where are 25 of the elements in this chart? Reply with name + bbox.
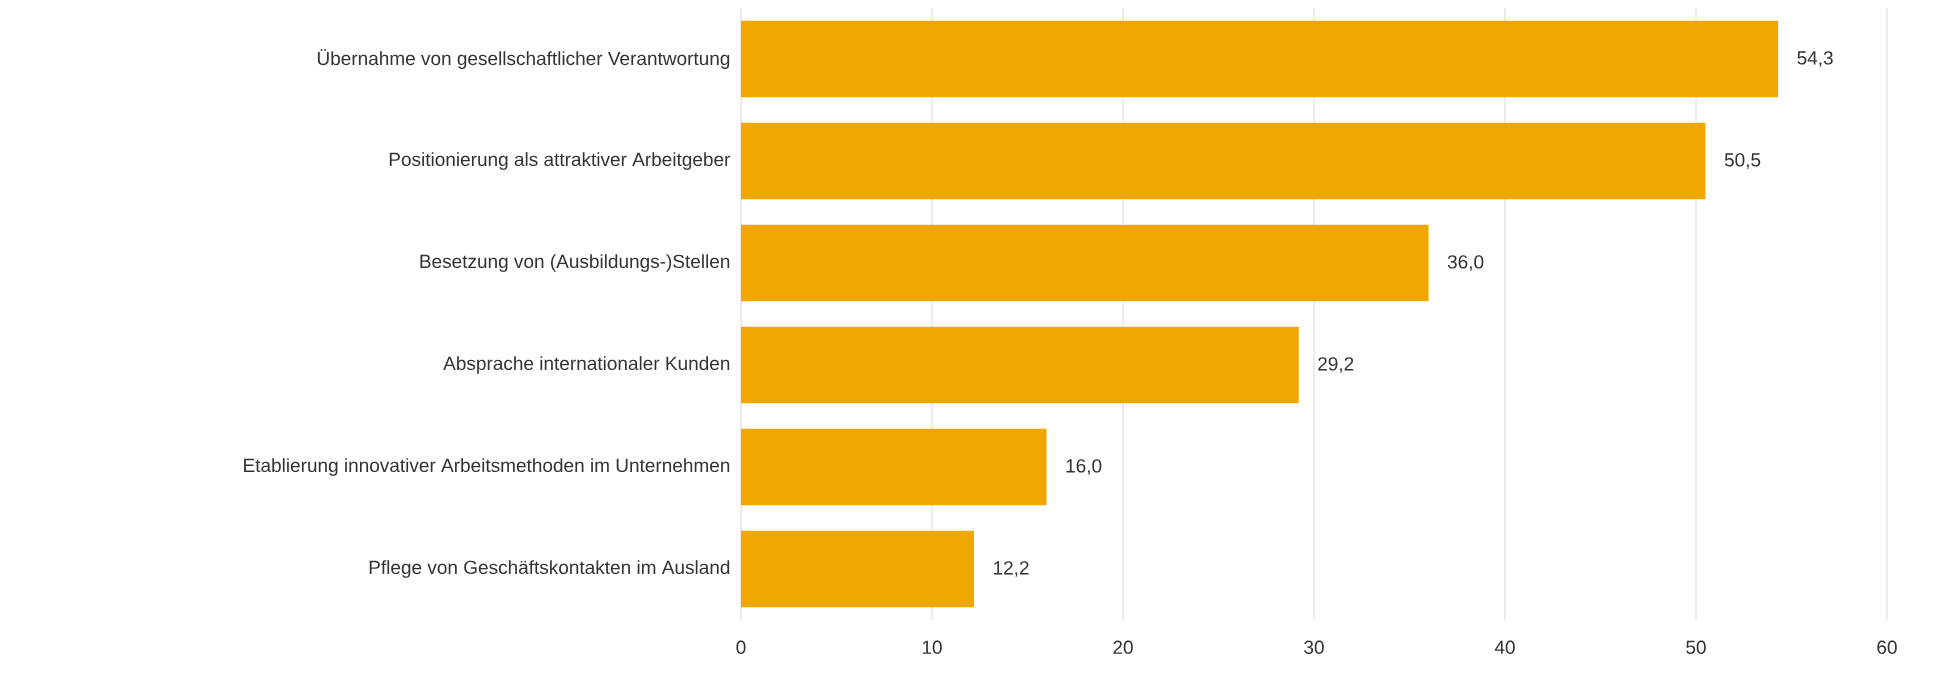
data-label: 16,0 (1066, 459, 1102, 475)
x-tick-label: 50 (1686, 640, 1706, 654)
bar (741, 20, 1779, 98)
bar (741, 224, 1429, 302)
bar (741, 530, 975, 608)
y-tick-label: Positionierung als attraktiver Arbeitgeber (389, 152, 731, 170)
bar (741, 326, 1299, 404)
data-label: 54,3 (1797, 51, 1833, 67)
data-label: 50,5 (1724, 153, 1761, 169)
x-tick-label: 20 (1113, 640, 1133, 654)
y-tick-label: Besetzung von (Ausbildungs-)Stellen (420, 254, 730, 272)
y-tick-label: Übernahme von gesellschaftlicher Verantwortung (317, 49, 730, 69)
bar (741, 122, 1706, 200)
x-tick-label: 30 (1304, 640, 1324, 654)
y-tick-label: Absprache internationaler Kunden (443, 356, 730, 374)
x-tick-label: 60 (1877, 640, 1897, 654)
x-tick-label: 40 (1494, 640, 1515, 654)
y-tick-label: Pflege von Geschäftskontakten im Ausland (369, 560, 730, 578)
y-tick-label: Etablierung innovativer Arbeitsmethoden im Unternehmen (244, 458, 730, 476)
bar (741, 428, 1047, 506)
data-label: 36,0 (1447, 255, 1484, 271)
x-tick-label: 0 (736, 640, 746, 654)
data-label: 29,2 (1318, 357, 1354, 373)
x-tick-label: 10 (922, 640, 942, 654)
data-label: 12,2 (993, 561, 1029, 577)
